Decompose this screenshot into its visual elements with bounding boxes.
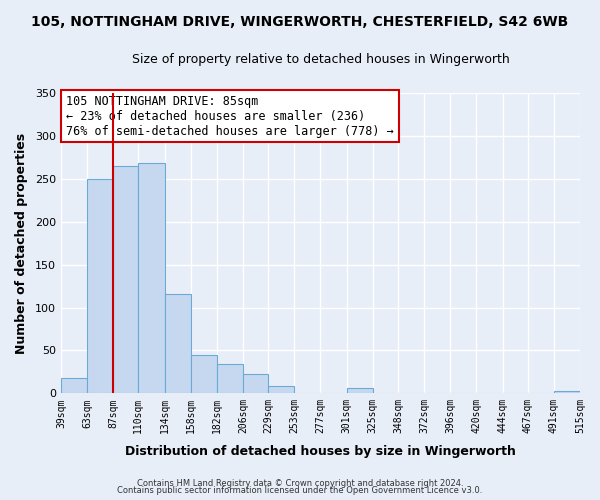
- Bar: [113, 166, 139, 394]
- Bar: [268, 386, 294, 394]
- Title: Size of property relative to detached houses in Wingerworth: Size of property relative to detached ho…: [131, 52, 509, 66]
- Bar: [554, 390, 580, 394]
- Y-axis label: Number of detached properties: Number of detached properties: [15, 132, 28, 354]
- Bar: [191, 354, 217, 394]
- Text: 105, NOTTINGHAM DRIVE, WINGERWORTH, CHESTERFIELD, S42 6WB: 105, NOTTINGHAM DRIVE, WINGERWORTH, CHES…: [31, 15, 569, 29]
- X-axis label: Distribution of detached houses by size in Wingerworth: Distribution of detached houses by size …: [125, 444, 516, 458]
- Bar: [347, 388, 373, 394]
- Text: 105 NOTTINGHAM DRIVE: 85sqm
← 23% of detached houses are smaller (236)
76% of se: 105 NOTTINGHAM DRIVE: 85sqm ← 23% of det…: [66, 94, 394, 138]
- Bar: [217, 364, 243, 394]
- Bar: [164, 294, 191, 394]
- Text: Contains public sector information licensed under the Open Government Licence v3: Contains public sector information licen…: [118, 486, 482, 495]
- Bar: [87, 179, 113, 394]
- Bar: [243, 374, 268, 394]
- Bar: [61, 378, 87, 394]
- Text: Contains HM Land Registry data © Crown copyright and database right 2024.: Contains HM Land Registry data © Crown c…: [137, 478, 463, 488]
- Bar: [139, 164, 164, 394]
